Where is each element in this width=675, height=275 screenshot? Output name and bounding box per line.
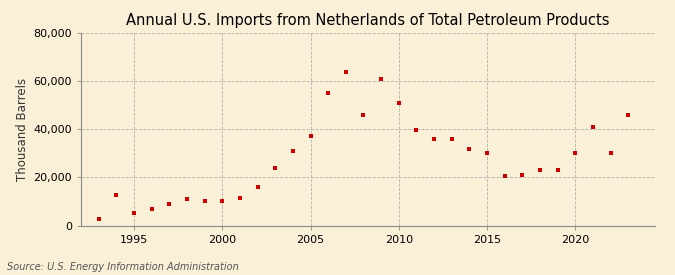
Point	[305, 134, 316, 139]
Point	[182, 197, 192, 201]
Point	[199, 199, 210, 204]
Point	[270, 166, 281, 170]
Point	[411, 128, 422, 133]
Point	[358, 113, 369, 117]
Point	[482, 151, 493, 155]
Point	[128, 211, 139, 216]
Point	[429, 137, 439, 141]
Point	[376, 76, 387, 81]
Point	[500, 174, 510, 178]
Point	[288, 149, 298, 153]
Title: Annual U.S. Imports from Netherlands of Total Petroleum Products: Annual U.S. Imports from Netherlands of …	[126, 13, 610, 28]
Y-axis label: Thousand Barrels: Thousand Barrels	[16, 78, 29, 181]
Point	[623, 113, 634, 117]
Point	[323, 91, 333, 95]
Point	[517, 173, 528, 177]
Point	[464, 146, 475, 151]
Point	[146, 207, 157, 211]
Point	[570, 151, 580, 155]
Point	[552, 168, 563, 172]
Point	[446, 137, 457, 141]
Point	[605, 151, 616, 155]
Point	[252, 185, 263, 189]
Point	[340, 69, 351, 74]
Point	[111, 193, 122, 198]
Point	[164, 202, 175, 206]
Point	[394, 101, 404, 105]
Point	[217, 199, 227, 204]
Point	[234, 196, 245, 200]
Point	[587, 125, 598, 129]
Point	[535, 168, 545, 172]
Point	[93, 217, 104, 222]
Text: Source: U.S. Energy Information Administration: Source: U.S. Energy Information Administ…	[7, 262, 238, 272]
